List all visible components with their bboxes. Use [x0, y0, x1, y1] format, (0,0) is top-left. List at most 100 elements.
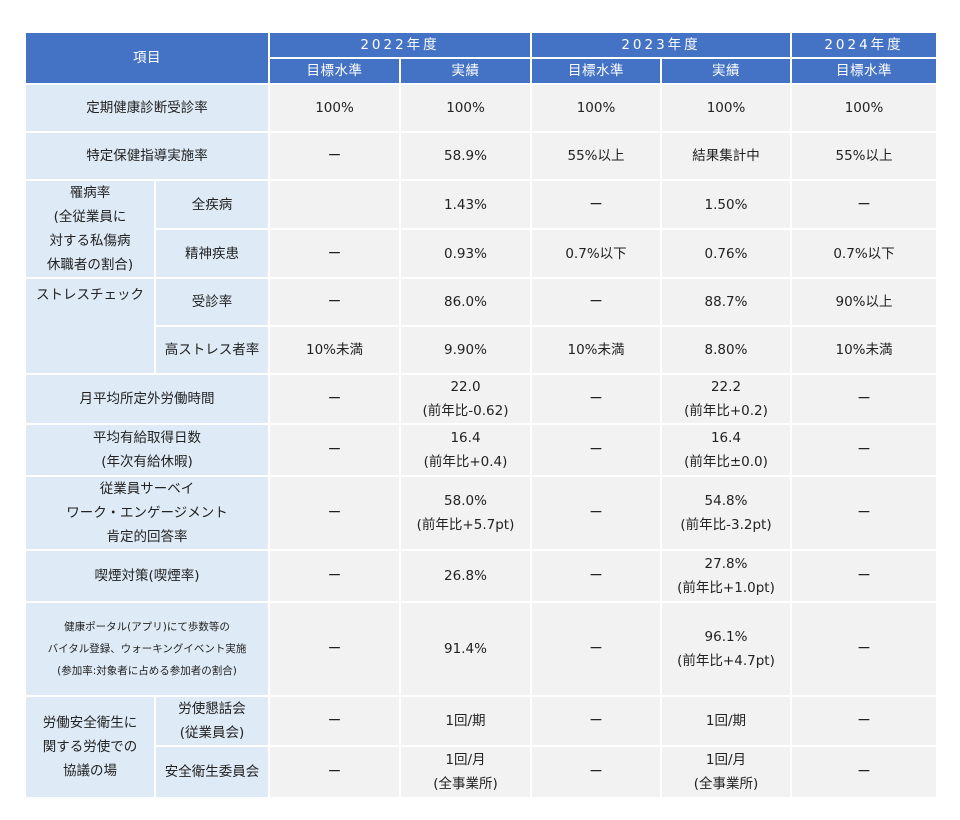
- cell-value: 96.1% (前年比+4.7pt): [662, 603, 790, 695]
- sub-label-mental: 精神疾患: [156, 230, 268, 277]
- cell-value: 22.0 (前年比-0.62): [401, 375, 530, 423]
- cell-value: ー: [532, 181, 660, 228]
- cell-value: 10%未満: [270, 327, 399, 373]
- cell-value: 100%: [401, 85, 530, 131]
- header-year-2023: 2023年度: [532, 33, 790, 57]
- cell-value: ー: [792, 551, 936, 601]
- cell-value: 100%: [270, 85, 399, 131]
- header-year-2022: 2022年度: [270, 33, 530, 57]
- cell-value: 22.2 (前年比+0.2): [662, 375, 790, 423]
- header-row-years: 項目 2022年度 2023年度 2024年度: [26, 33, 936, 83]
- header-row-sub: 目標水準 実績 目標水準 実績 目標水準: [26, 59, 936, 83]
- header-item: 項目: [26, 33, 268, 83]
- cell-value: ー: [792, 181, 936, 228]
- sub-label-all-diseases: 全疾病: [156, 181, 268, 228]
- row-label-checkup: 定期健康診断受診率: [26, 85, 268, 131]
- row-label-survey: 従業員サーベイ ワーク・エンゲージメント 肯定的回答率: [26, 477, 268, 549]
- cell-value: ー: [270, 747, 399, 797]
- cell-value: ー: [270, 477, 399, 549]
- row-label-leave: 平均有給取得日数 (年次有給休暇): [26, 425, 268, 475]
- cell-value: 9.90%: [401, 327, 530, 373]
- cell-value: ー: [532, 747, 660, 797]
- cell-value: ー: [270, 279, 399, 325]
- cell-value: 1回/月 (全事業所): [662, 747, 790, 797]
- cell-value: 58.9%: [401, 133, 530, 179]
- cell-value: 1回/期: [401, 697, 530, 745]
- cell-value: ー: [270, 375, 399, 423]
- table-row-labor-committee: 安全衛生委員会 ー 1回/月 (全事業所) ー 1回/月 (全事業所) ー: [26, 747, 936, 797]
- cell-value: ー: [792, 477, 936, 549]
- cell-value: 8.80%: [662, 327, 790, 373]
- cell-value: ー: [532, 603, 660, 695]
- cell-value: 55%以上: [532, 133, 660, 179]
- sub-label-stress-rate: 受診率: [156, 279, 268, 325]
- cell-value: ー: [792, 425, 936, 475]
- cell-value: [270, 181, 399, 228]
- cell-value: 54.8% (前年比-3.2pt): [662, 477, 790, 549]
- cell-value: ー: [270, 133, 399, 179]
- cell-value: 10%未満: [792, 327, 936, 373]
- cell-value: 1回/月 (全事業所): [401, 747, 530, 797]
- table-row-smoking: 喫煙対策(喫煙率) ー 26.8% ー 27.8% (前年比+1.0pt) ー: [26, 551, 936, 601]
- cell-value: 16.4 (前年比+0.4): [401, 425, 530, 475]
- cell-value: 88.7%: [662, 279, 790, 325]
- cell-value: ー: [270, 230, 399, 277]
- sub-label-high-stress: 高ストレス者率: [156, 327, 268, 373]
- cell-value: ー: [532, 425, 660, 475]
- cell-value: ー: [270, 425, 399, 475]
- table-row-overtime: 月平均所定外労働時間 ー 22.0 (前年比-0.62) ー 22.2 (前年比…: [26, 375, 936, 423]
- cell-value: 10%未満: [532, 327, 660, 373]
- row-label-stress: ストレスチェック: [26, 279, 154, 373]
- cell-value: ー: [532, 375, 660, 423]
- cell-value: 58.0% (前年比+5.7pt): [401, 477, 530, 549]
- cell-value: 0.7%以下: [532, 230, 660, 277]
- header-year-2024: 2024年度: [792, 33, 936, 57]
- cell-value: 0.76%: [662, 230, 790, 277]
- header-actual-2022: 実績: [401, 59, 530, 83]
- table-row-morbidity-all: 罹病率 (全従業員に 対する私傷病 休職者の割合) 全疾病 1.43% ー 1.…: [26, 181, 936, 277]
- cell-value: 1.43%: [401, 181, 530, 228]
- table-row-survey: 従業員サーベイ ワーク・エンゲージメント 肯定的回答率 ー 58.0% (前年比…: [26, 477, 936, 549]
- cell-value: ー: [792, 375, 936, 423]
- cell-value: 結果集計中: [662, 133, 790, 179]
- cell-value: 0.93%: [401, 230, 530, 277]
- table-row-morbidity-mental: 精神疾患 ー 0.93% 0.7%以下 0.76% 0.7%以下: [26, 230, 936, 277]
- cell-value: 26.8%: [401, 551, 530, 601]
- row-label-overtime: 月平均所定外労働時間: [26, 375, 268, 423]
- cell-value: ー: [532, 477, 660, 549]
- table-row-stress-high: 高ストレス者率 10%未満 9.90% 10%未満 8.80% 10%未満: [26, 327, 936, 373]
- cell-value: 1.50%: [662, 181, 790, 228]
- row-label-guidance: 特定保健指導実施率: [26, 133, 268, 179]
- table-row-guidance: 特定保健指導実施率 ー 58.9% 55%以上 結果集計中 55%以上: [26, 133, 936, 179]
- cell-value: ー: [270, 551, 399, 601]
- table-row-portal: 健康ポータル(アプリ)にて歩数等の バイタル登録、ウォーキングイベント実施 (参…: [26, 603, 936, 695]
- table-row-stress-rate: ストレスチェック 受診率 ー 86.0% ー 88.7% 90%以上: [26, 279, 936, 373]
- cell-value: ー: [270, 697, 399, 745]
- sub-label-council: 労使懇話会 (従業員会): [156, 697, 268, 745]
- row-label-portal: 健康ポータル(アプリ)にて歩数等の バイタル登録、ウォーキングイベント実施 (参…: [26, 603, 268, 695]
- header-target-2022: 目標水準: [270, 59, 399, 83]
- cell-value: 55%以上: [792, 133, 936, 179]
- cell-value: 100%: [662, 85, 790, 131]
- cell-value: ー: [270, 603, 399, 695]
- table-row-checkup: 定期健康診断受診率 100% 100% 100% 100% 100%: [26, 85, 936, 131]
- header-target-2023: 目標水準: [532, 59, 660, 83]
- cell-value: ー: [792, 603, 936, 695]
- cell-value: ー: [792, 697, 936, 745]
- table-wrapper: 項目 2022年度 2023年度 2024年度 目標水準 実績 目標水準 実績 …: [24, 31, 938, 799]
- cell-value: 90%以上: [792, 279, 936, 325]
- health-kpi-table: 項目 2022年度 2023年度 2024年度 目標水準 実績 目標水準 実績 …: [24, 31, 938, 799]
- row-label-labor: 労働安全衛生に 関する労使での 協議の場: [26, 697, 154, 797]
- cell-value: 1回/期: [662, 697, 790, 745]
- row-label-smoking: 喫煙対策(喫煙率): [26, 551, 268, 601]
- cell-value: 27.8% (前年比+1.0pt): [662, 551, 790, 601]
- table-row-leave: 平均有給取得日数 (年次有給休暇) ー 16.4 (前年比+0.4) ー 16.…: [26, 425, 936, 475]
- cell-value: 100%: [532, 85, 660, 131]
- cell-value: ー: [532, 279, 660, 325]
- row-label-morbidity: 罹病率 (全従業員に 対する私傷病 休職者の割合): [26, 181, 154, 277]
- table-row-labor-council: 労働安全衛生に 関する労使での 協議の場 労使懇話会 (従業員会) ー 1回/期…: [26, 697, 936, 797]
- cell-value: 91.4%: [401, 603, 530, 695]
- cell-value: 16.4 (前年比±0.0): [662, 425, 790, 475]
- cell-value: ー: [532, 551, 660, 601]
- cell-value: ー: [532, 697, 660, 745]
